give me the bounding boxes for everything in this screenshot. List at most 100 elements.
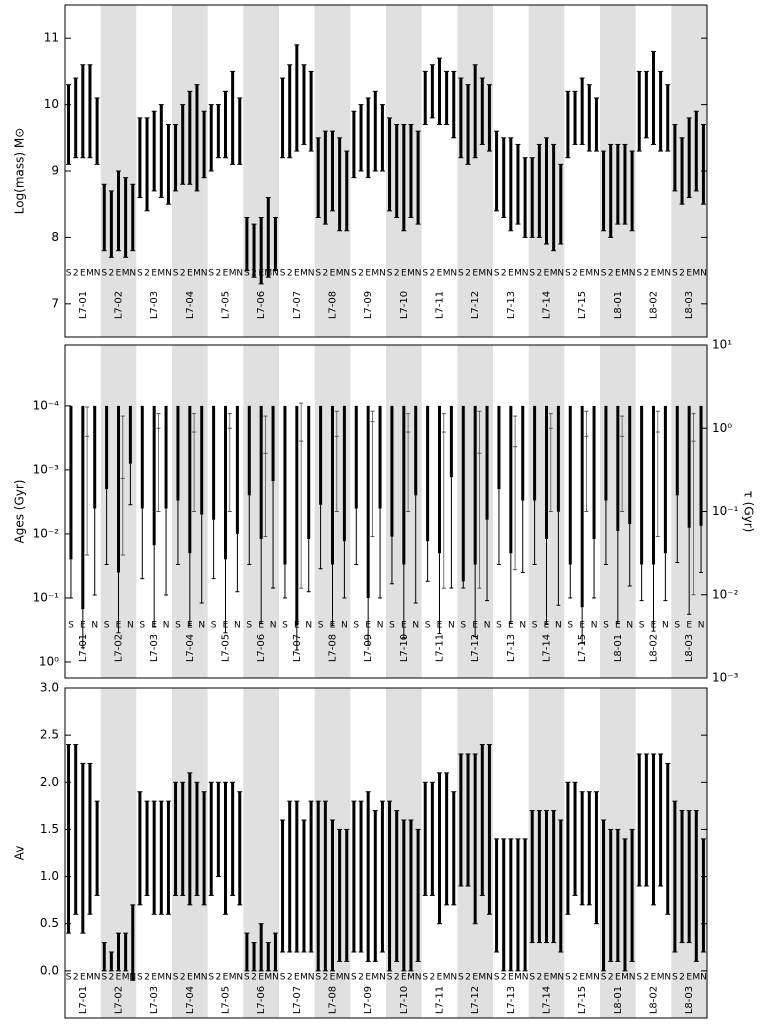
series-label: N — [522, 269, 529, 279]
series-label: E — [258, 621, 264, 631]
series-label: 2 — [358, 973, 364, 983]
series-label: S — [672, 269, 678, 279]
series-label: M — [371, 973, 379, 983]
y-axis-label: Av — [13, 846, 27, 861]
series-label: M — [443, 973, 451, 983]
series-label: S — [137, 973, 143, 983]
series-label: 2 — [572, 973, 578, 983]
series-label: N — [308, 973, 315, 983]
series-label: 2 — [608, 269, 614, 279]
y-axis-label: Ages (Gyr) — [13, 480, 27, 544]
series-label: S — [458, 973, 464, 983]
series-label: S — [282, 621, 288, 631]
series-label: N — [557, 269, 564, 279]
series-label: S — [529, 269, 535, 279]
series-label: N — [698, 621, 705, 631]
series-label: 2 — [679, 269, 685, 279]
series-label: M — [193, 269, 201, 279]
series-label: N — [163, 621, 170, 631]
group-label: L7-14 — [542, 986, 553, 1014]
group-label: L7-10 — [399, 986, 410, 1014]
series-label: S — [422, 973, 428, 983]
series-label: N — [94, 973, 101, 983]
series-label: 2 — [287, 973, 293, 983]
series-label: E — [472, 269, 478, 279]
group-label: L8-02 — [649, 986, 660, 1014]
group-label: L7-09 — [363, 291, 374, 319]
series-label: 2 — [465, 973, 471, 983]
series-label: S — [425, 621, 431, 631]
series-label: S — [458, 269, 464, 279]
series-label: M — [229, 269, 237, 279]
group-label: L7-04 — [185, 634, 196, 662]
series-label: 2 — [108, 973, 114, 983]
y2-tick-label: 10⁻¹ — [712, 504, 739, 518]
group-label: L7-02 — [114, 634, 125, 662]
series-label: S — [246, 621, 252, 631]
series-label: M — [550, 269, 558, 279]
series-label: N — [129, 269, 136, 279]
series-label: M — [514, 973, 522, 983]
group-label: L7-06 — [256, 986, 267, 1014]
series-label: S — [66, 973, 72, 983]
series-label: S — [208, 269, 214, 279]
series-label: 2 — [73, 973, 79, 983]
series-label: S — [351, 973, 357, 983]
series-label: 2 — [572, 269, 578, 279]
group-label: L7-01 — [78, 634, 89, 662]
series-label: N — [198, 621, 205, 631]
series-label: S — [601, 269, 607, 279]
y2-axis-label: τ (Gyr) — [742, 491, 756, 533]
y-tick-label: 1.5 — [40, 822, 59, 836]
series-label: M — [478, 973, 486, 983]
band — [457, 5, 493, 337]
series-label: N — [522, 973, 529, 983]
group-label: L7-06 — [256, 634, 267, 662]
series-label: E — [508, 269, 514, 279]
group-label: L7-04 — [185, 986, 196, 1014]
series-label: S — [389, 621, 395, 631]
series-label: N — [591, 621, 598, 631]
series-label: S — [496, 621, 502, 631]
series-label: N — [379, 269, 386, 279]
series-label: N — [450, 269, 457, 279]
series-label: E — [686, 973, 692, 983]
series-label: S — [139, 621, 145, 631]
series-label: M — [122, 973, 130, 983]
series-label: E — [651, 269, 657, 279]
series-label: 2 — [287, 269, 293, 279]
series-label: 2 — [322, 973, 328, 983]
series-label: N — [662, 621, 669, 631]
series-label: 2 — [643, 973, 649, 983]
series-label: E — [294, 973, 300, 983]
series-label: E — [579, 973, 585, 983]
series-label: M — [550, 973, 558, 983]
plot-frame — [64, 687, 708, 1019]
series-label: M — [300, 973, 308, 983]
series-label: S — [68, 621, 74, 631]
series-label: N — [94, 269, 101, 279]
series-label: 2 — [536, 973, 542, 983]
series-label: E — [615, 973, 621, 983]
group-label: L7-03 — [149, 291, 160, 319]
y2-tick-label: 10⁻³ — [712, 671, 739, 685]
series-label: 2 — [536, 269, 542, 279]
series-label: 2 — [394, 973, 400, 983]
series-label: E — [401, 269, 407, 279]
series-label: 2 — [608, 973, 614, 983]
group-label: L7-05 — [221, 634, 232, 662]
series-label: E — [579, 269, 585, 279]
y-tick-label: 10 — [44, 97, 59, 111]
y-tick-label: 10⁻¹ — [33, 590, 60, 604]
series-label: E — [615, 269, 621, 279]
series-label: E — [80, 269, 86, 279]
series-label: M — [300, 269, 308, 279]
group-label: L7-02 — [114, 291, 125, 319]
series-label: M — [86, 973, 94, 983]
series-label: S — [460, 621, 466, 631]
series-label: S — [137, 269, 143, 279]
series-label: M — [621, 269, 629, 279]
series-label: N — [201, 973, 208, 983]
series-label: M — [229, 973, 237, 983]
series-label: N — [486, 973, 493, 983]
